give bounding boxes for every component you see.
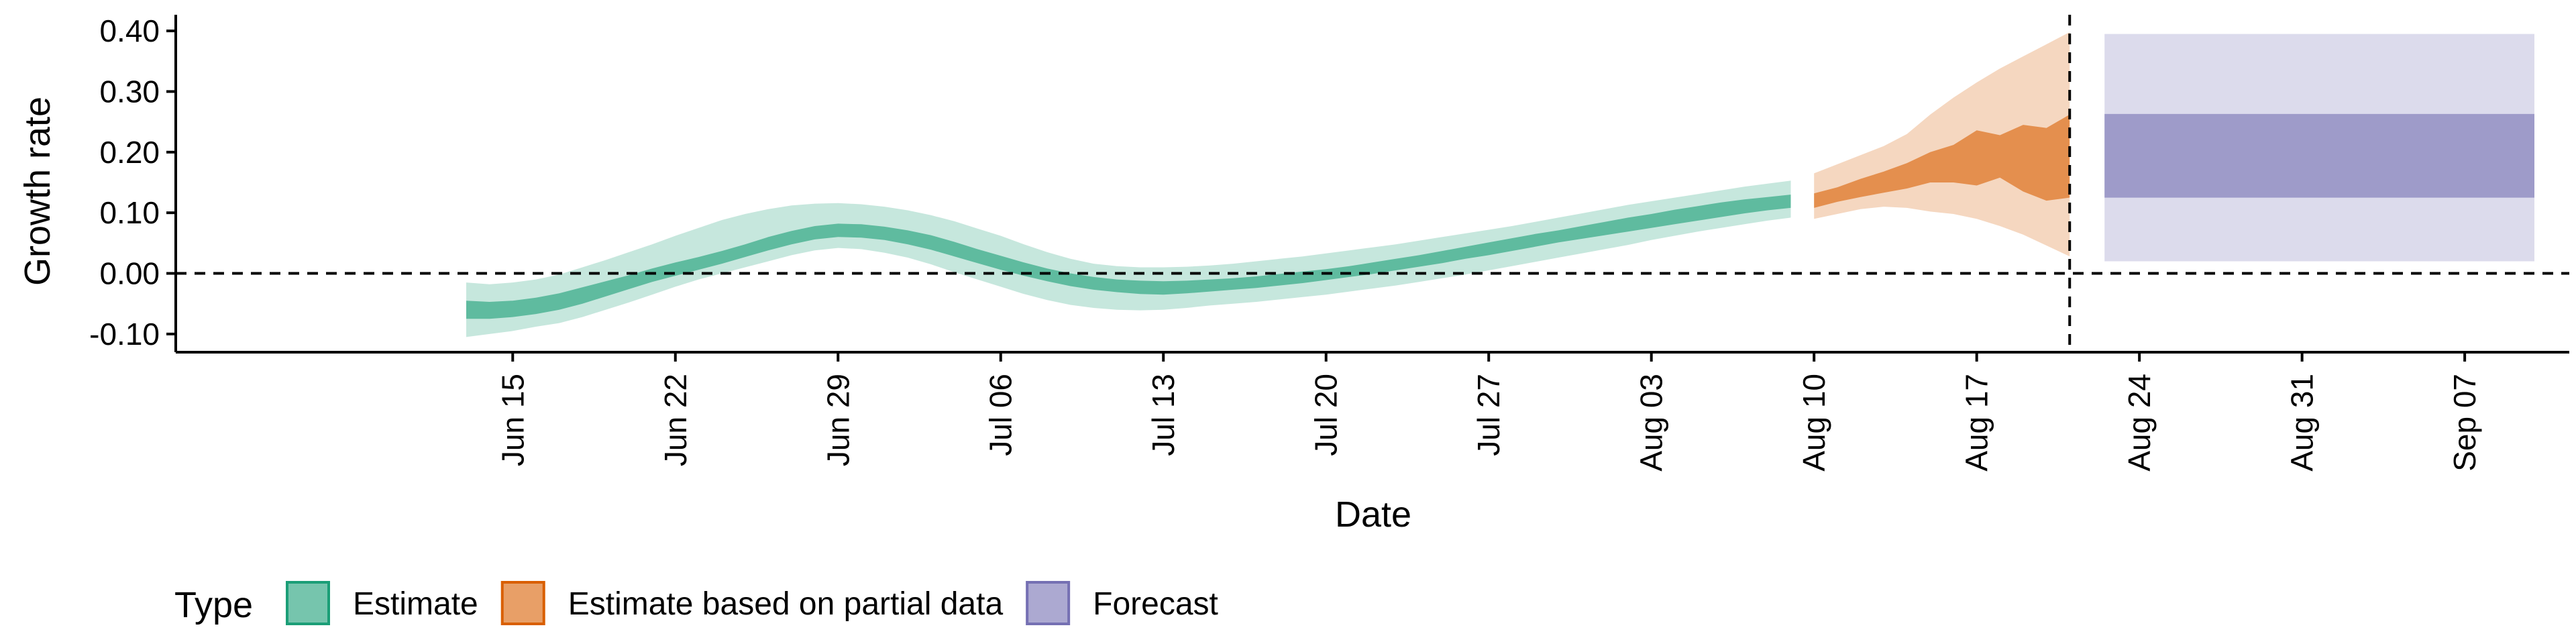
estimate-based-on-partial-data-outer-band [1814,32,2070,257]
ticks-layer: 0.40 0.30 0.20 0.10 0.00 -0.10 Jun 15 Jun 22 Jun… [89,13,2482,472]
legend-label-forecast: Forecast [1093,586,1218,622]
estimate-based-on-partial-data-inner-band [1814,114,2070,208]
x-tick-label: Aug 10 [1796,374,1831,472]
reference-lines [176,15,2569,352]
x-tick-label: Jul 20 [1309,374,1344,456]
legend-key-estimate [286,581,330,625]
y-tick-label: -0.10 [89,317,160,352]
y-tick-label: 0.20 [99,135,160,170]
legend: Type Estimate Estimate based on partial d… [174,581,1218,625]
ribbon-layer [466,32,2534,337]
x-tick-label: Jun 15 [495,374,530,466]
estimate-outer-band [466,180,1791,337]
x-tick-label: Jul 06 [983,374,1018,456]
x-tick-label: Aug 31 [2285,374,2320,472]
x-tick-label: Jul 13 [1146,374,1181,456]
legend-label-estimate: Estimate [353,586,478,622]
x-axis-title: Date [1335,494,1411,535]
y-tick-label: 0.40 [99,13,160,48]
legend-title: Type [174,585,253,625]
x-tick-label: Aug 17 [1960,374,1994,472]
x-tick-label: Jul 27 [1471,374,1506,456]
y-axis-title: Growth rate [17,97,58,286]
axes-layer [174,15,2569,354]
x-tick-label: Aug 03 [1634,374,1669,472]
forecast-inner-band [2104,113,2534,198]
estimate-inner-band [466,195,1791,319]
y-tick-label: 0.30 [99,74,160,109]
x-tick-label: Jun 22 [658,374,693,466]
x-tick-label: Aug 24 [2122,374,2157,472]
y-tick-label: 0.00 [99,256,160,291]
legend-key-estimate-based-on-partial-data [500,581,545,625]
legend-label-estimate-based-on-partial-data: Estimate based on partial data [568,586,1004,622]
x-tick-label: Jun 29 [820,374,855,466]
y-tick-label: 0.10 [99,195,160,230]
legend-key-forecast [1026,581,1071,625]
x-tick-label: Sep 07 [2447,374,2482,472]
